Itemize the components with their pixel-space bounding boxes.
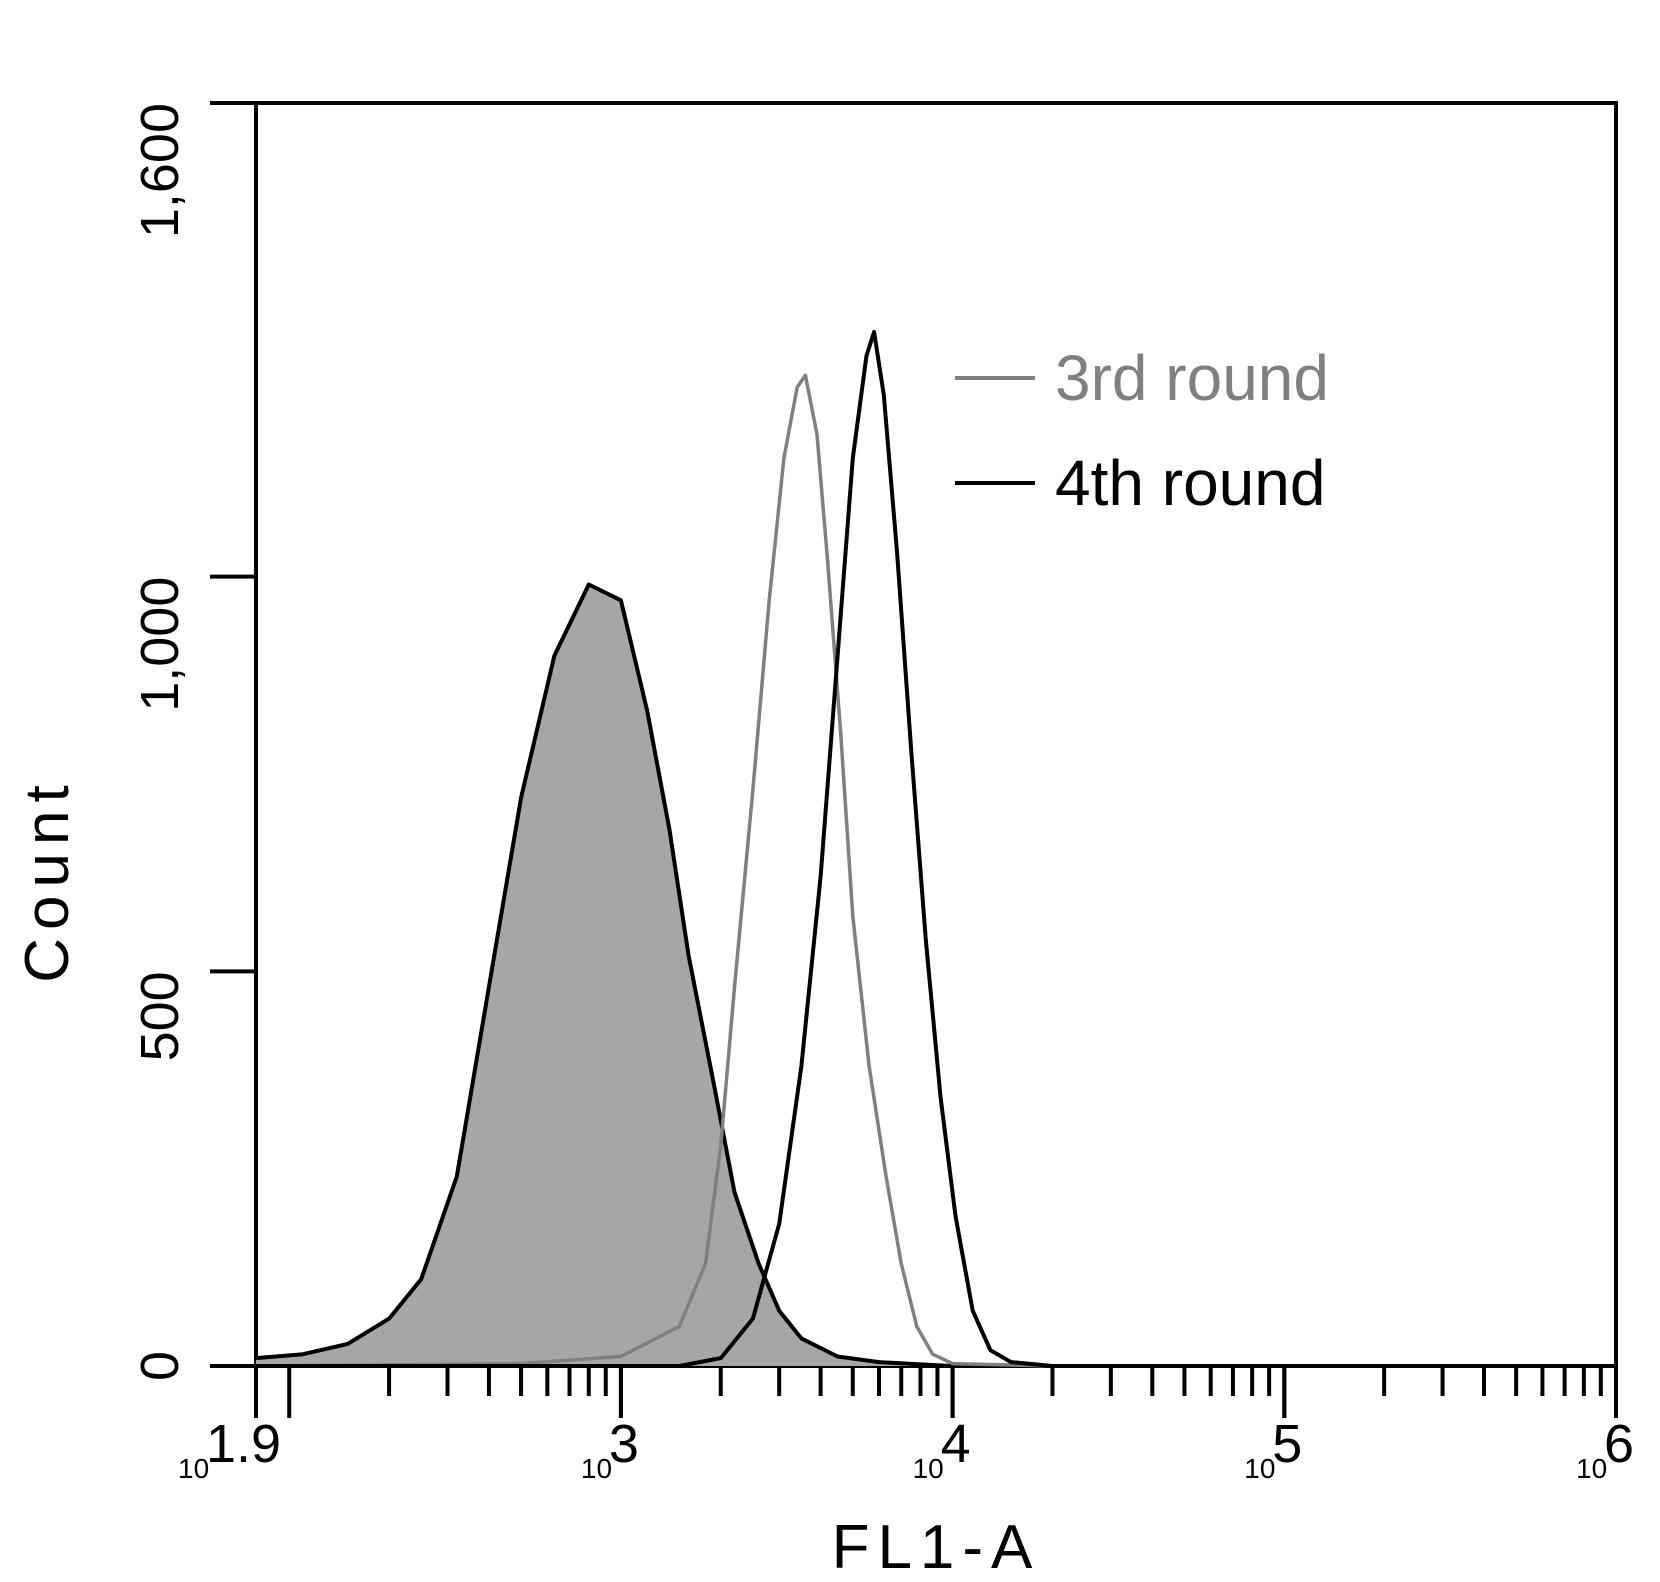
y-axis-ticks: 0 500 1,000 1,600 (130, 101, 256, 1381)
x-axis-ticks: 101.9 103 104 105 106 (178, 1366, 1634, 1484)
x-tick-base: 10 (178, 1453, 209, 1484)
series-1-line (255, 373, 1053, 1368)
y-tick-label: 1,600 (130, 103, 190, 238)
x-tick-base: 10 (581, 1453, 612, 1484)
series-2-line (256, 329, 1616, 1368)
series-0-line (255, 582, 953, 1368)
legend-label: 3rd round (1055, 342, 1329, 414)
x-axis-title: FL1-A (832, 1513, 1041, 1582)
y-tick-label: 0 (130, 1351, 190, 1381)
legend: 3rd round 4th round (955, 342, 1329, 519)
x-tick-base: 10 (1576, 1453, 1607, 1484)
x-tick-exponent: 4 (941, 1414, 971, 1474)
x-tick-exponent: 6 (1604, 1414, 1634, 1474)
series-layer (255, 329, 1616, 1368)
series-0-area (256, 584, 953, 1366)
x-tick-base: 10 (913, 1453, 944, 1484)
x-tick-exponent: 1.9 (206, 1414, 281, 1474)
legend-label: 4th round (1055, 447, 1325, 519)
x-tick-exponent: 5 (1272, 1414, 1302, 1474)
y-tick-label: 500 (130, 971, 190, 1061)
x-tick-base: 10 (1244, 1453, 1275, 1484)
y-tick-label: 1,000 (130, 577, 190, 712)
x-tick-exponent: 3 (609, 1414, 639, 1474)
y-axis-title: Count (13, 777, 82, 982)
